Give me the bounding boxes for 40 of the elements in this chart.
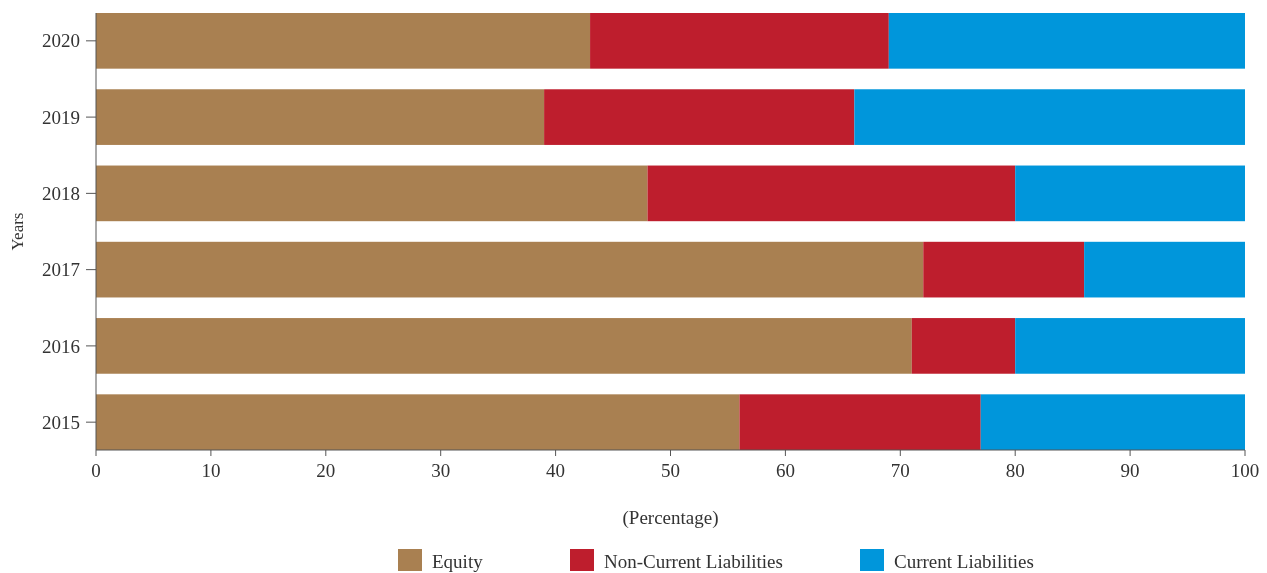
bar bbox=[96, 89, 545, 145]
x-tick-label: 40 bbox=[546, 460, 566, 481]
bar bbox=[888, 13, 1245, 69]
y-tick-label: 2019 bbox=[42, 106, 80, 128]
bar bbox=[590, 13, 889, 69]
bar bbox=[1015, 165, 1245, 222]
x-tick-label: 10 bbox=[201, 460, 221, 481]
y-tick-label: 2020 bbox=[42, 30, 80, 52]
bar bbox=[96, 13, 591, 69]
x-tick-label: 50 bbox=[661, 460, 680, 481]
y-tick-label: 2016 bbox=[42, 335, 80, 357]
bar bbox=[1015, 318, 1245, 374]
x-axis-title: (Percentage) bbox=[622, 507, 719, 529]
bar bbox=[96, 241, 924, 298]
x-tick-label: 90 bbox=[1120, 460, 1140, 481]
bar bbox=[544, 89, 855, 145]
bar bbox=[96, 165, 648, 222]
x-tick-label: 60 bbox=[775, 460, 795, 481]
bar bbox=[923, 241, 1085, 298]
bar bbox=[854, 89, 1245, 145]
x-tick-label: 0 bbox=[91, 460, 101, 481]
y-axis-title: Years bbox=[8, 212, 27, 251]
bar bbox=[980, 394, 1245, 450]
bar bbox=[739, 394, 981, 450]
y-tick-label: 2015 bbox=[42, 411, 80, 433]
bar bbox=[911, 318, 1016, 374]
bar bbox=[647, 165, 1016, 222]
legend-label: Equity bbox=[432, 550, 484, 572]
legend-label: Current Liabilities bbox=[894, 550, 1034, 572]
x-tick-label: 70 bbox=[890, 460, 910, 481]
y-tick-label: 2017 bbox=[42, 259, 80, 281]
x-tick-label: 80 bbox=[1005, 460, 1025, 481]
x-tick-label: 30 bbox=[431, 460, 451, 481]
x-tick-label: 20 bbox=[316, 460, 336, 481]
legend-label: Non-Current Liabilities bbox=[604, 550, 783, 572]
y-tick-label: 2018 bbox=[42, 183, 80, 205]
x-tick-label: 100 bbox=[1230, 460, 1260, 481]
bar bbox=[1084, 241, 1245, 298]
bar bbox=[96, 318, 912, 374]
bar bbox=[96, 394, 740, 450]
